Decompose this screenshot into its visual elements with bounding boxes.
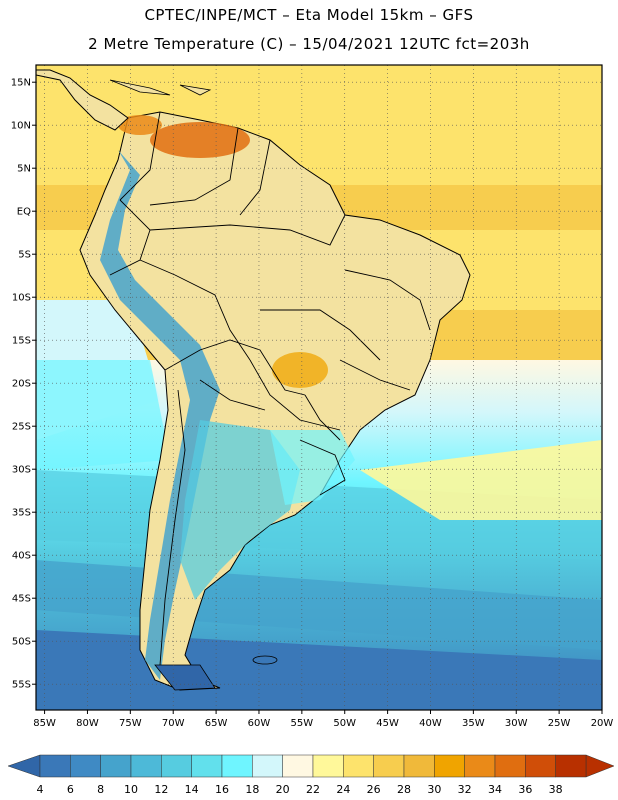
colorbar-level: 6	[67, 783, 74, 796]
paraguay-warm	[272, 352, 328, 388]
lat-label: 15N	[11, 78, 31, 89]
colorbar-swatch	[252, 754, 283, 778]
lon-label: 85W	[33, 718, 56, 729]
colorbar-swatch	[555, 754, 587, 778]
lon-label: 70W	[162, 718, 185, 729]
colorbar-level: 30	[427, 783, 441, 796]
colorbar-level: 38	[549, 783, 563, 796]
lat-label: 50S	[12, 637, 31, 648]
lat-label: 20S	[12, 379, 31, 390]
colorbar-level: 32	[458, 783, 472, 796]
colorbar-level: 36	[518, 783, 532, 796]
field-pacific-cool-2	[36, 360, 170, 470]
colorbar-swatch	[494, 754, 526, 778]
lon-label: 25W	[548, 718, 571, 729]
title-line-2: 2 Metre Temperature (C) – 15/04/2021 12U…	[88, 35, 530, 53]
colorbar-swatch	[39, 754, 71, 778]
central-america-land	[36, 69, 129, 131]
colorbar-level: 28	[397, 783, 411, 796]
lat-label: 55S	[12, 680, 31, 691]
map-frame	[35, 64, 603, 711]
colorbar-swatch	[525, 754, 556, 778]
colorbar-swatch	[221, 754, 253, 778]
colorbar-labels: 4 6 8 10 12 14 16 18 20 22 24 26 28 30 32 34 36 38	[37, 783, 563, 796]
lat-label: 5S	[18, 250, 31, 261]
colorbar-level: 20	[276, 783, 290, 796]
lat-label: 30S	[12, 465, 31, 476]
caribbean-island-2	[179, 84, 212, 96]
patagonia-cool	[180, 420, 300, 600]
venezuela-hot	[150, 122, 250, 158]
colorbar-swatch	[343, 754, 374, 778]
lat-label: 25S	[12, 422, 31, 433]
colorbar-level: 8	[97, 783, 104, 796]
lon-label: 50W	[333, 718, 356, 729]
southern-brazil-cool	[270, 430, 355, 505]
title-line-1: CPTEC/INPE/MCT – Eta Model 15km – GFS	[144, 6, 474, 24]
lat-label: 10S	[12, 293, 31, 304]
lon-label: 80W	[76, 718, 99, 729]
colorbar-max-arrow	[585, 754, 615, 778]
colorbar-level: 18	[245, 783, 259, 796]
lon-label: 35W	[462, 718, 485, 729]
colorbar-swatch	[282, 754, 314, 778]
colorbar	[7, 754, 615, 778]
lat-label: 45S	[12, 594, 31, 605]
colorbar-swatch	[312, 754, 344, 778]
colorbar-swatch	[464, 754, 496, 778]
colorbar-level: 12	[154, 783, 168, 796]
lon-label: 30W	[505, 718, 528, 729]
colorbar-swatch	[403, 754, 435, 778]
colorbar-swatch	[70, 754, 101, 778]
lat-label: 35S	[12, 508, 31, 519]
colorbar-swatch	[100, 754, 132, 778]
colorbar-level: 22	[306, 783, 320, 796]
lat-label: 10N	[11, 121, 31, 132]
colorbar-level: 4	[37, 783, 44, 796]
lon-label: 45W	[376, 718, 399, 729]
field-atlantic-warm	[360, 440, 602, 520]
colorbar-level: 10	[124, 783, 138, 796]
lat-label: 40S	[12, 551, 31, 562]
lat-label: EQ	[17, 207, 31, 218]
colorbar-level: 24	[336, 783, 350, 796]
lon-label: 20W	[591, 718, 614, 729]
falkland-islands	[252, 655, 278, 665]
colorbar-level: 26	[367, 783, 381, 796]
colorbar-swatch	[161, 754, 192, 778]
caribbean-island	[109, 79, 171, 96]
colorbar-swatch	[434, 754, 465, 778]
temperature-field	[36, 65, 602, 710]
colorbar-swatch	[130, 754, 162, 778]
lon-label: 55W	[291, 718, 314, 729]
longitude-labels: 85W 80W 75W 70W 65W 60W 55W 50W 45W 40W 35W 30W 25W 2…	[33, 710, 613, 729]
latitude-labels: 15N 10N 5N EQ 5S 10S 15S 20S 25S 30S 35S 40S 45S 50S 5…	[11, 78, 36, 691]
colorbar-level: 16	[215, 783, 229, 796]
lon-label: 65W	[205, 718, 228, 729]
andes-cold	[100, 150, 220, 680]
lat-label: 5N	[17, 164, 31, 175]
lon-label: 60W	[248, 718, 271, 729]
colorbar-swatch	[373, 754, 405, 778]
tierra-del-fuego	[154, 664, 216, 691]
lon-label: 75W	[119, 718, 142, 729]
lat-label: 15S	[12, 336, 31, 347]
colorbar-level: 34	[488, 783, 502, 796]
colorbar-min-arrow	[7, 754, 41, 778]
colorbar-level: 14	[185, 783, 199, 796]
colorbar-swatch	[191, 754, 223, 778]
lon-label: 40W	[419, 718, 442, 729]
